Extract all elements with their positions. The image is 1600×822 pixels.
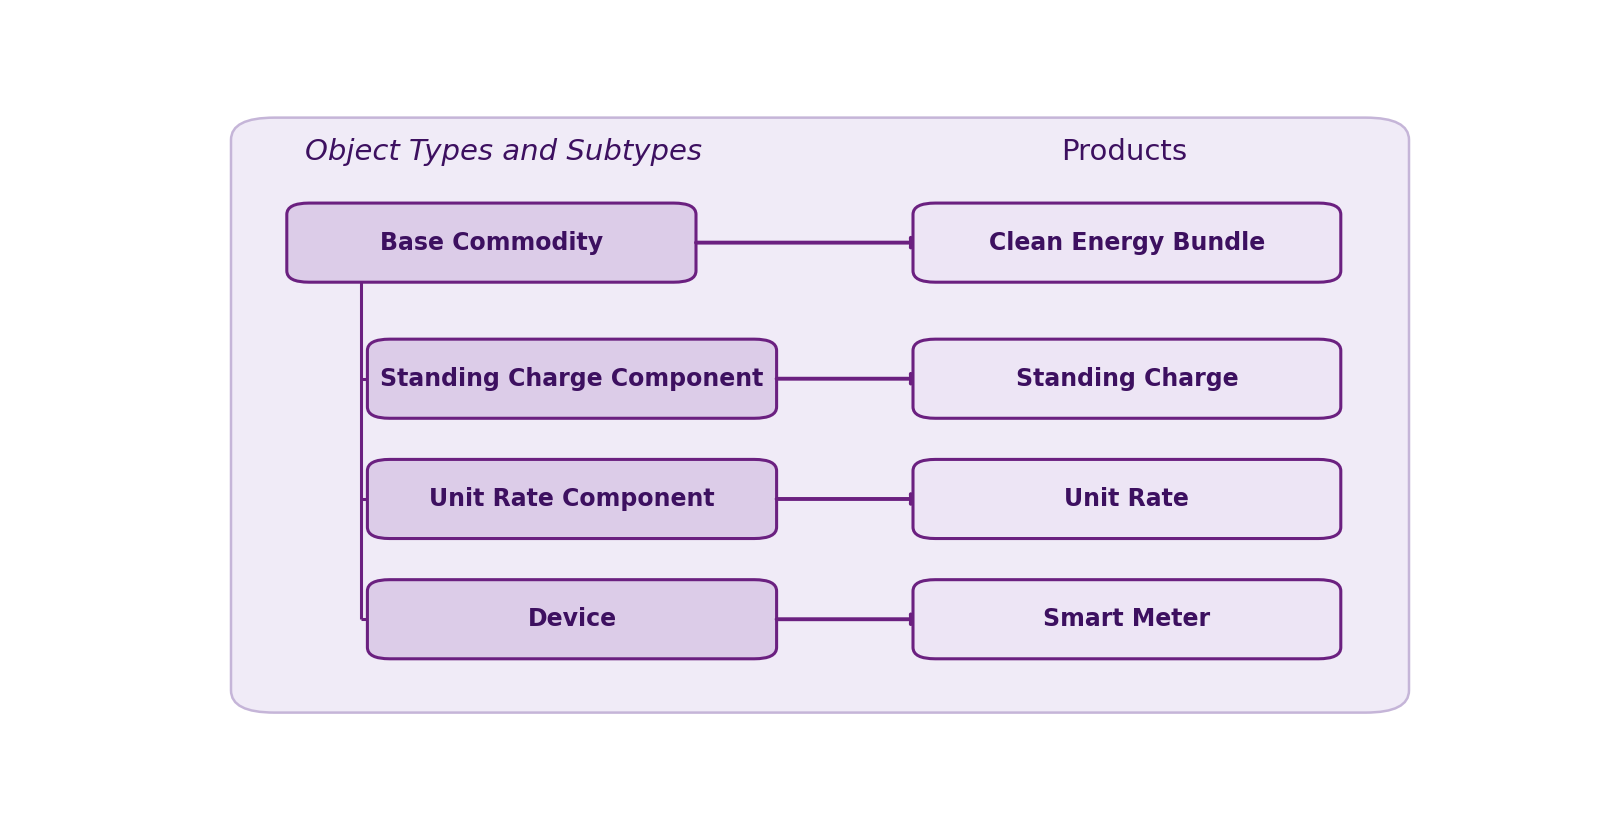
- FancyBboxPatch shape: [914, 203, 1341, 282]
- Text: Smart Meter: Smart Meter: [1043, 607, 1211, 631]
- Text: Unit Rate: Unit Rate: [1064, 487, 1189, 511]
- Text: Unit Rate Component: Unit Rate Component: [429, 487, 715, 511]
- Text: Clean Energy Bundle: Clean Energy Bundle: [989, 231, 1266, 255]
- Text: Standing Charge: Standing Charge: [1016, 367, 1238, 390]
- Text: Device: Device: [528, 607, 616, 631]
- FancyBboxPatch shape: [368, 339, 776, 418]
- FancyBboxPatch shape: [230, 118, 1410, 713]
- FancyBboxPatch shape: [286, 203, 696, 282]
- FancyBboxPatch shape: [368, 459, 776, 538]
- FancyBboxPatch shape: [368, 580, 776, 658]
- FancyBboxPatch shape: [914, 459, 1341, 538]
- FancyBboxPatch shape: [914, 339, 1341, 418]
- Text: Base Commodity: Base Commodity: [379, 231, 603, 255]
- Text: Products: Products: [1061, 138, 1187, 166]
- Text: Object Types and Subtypes: Object Types and Subtypes: [306, 138, 702, 166]
- FancyBboxPatch shape: [914, 580, 1341, 658]
- Text: Standing Charge Component: Standing Charge Component: [381, 367, 763, 390]
